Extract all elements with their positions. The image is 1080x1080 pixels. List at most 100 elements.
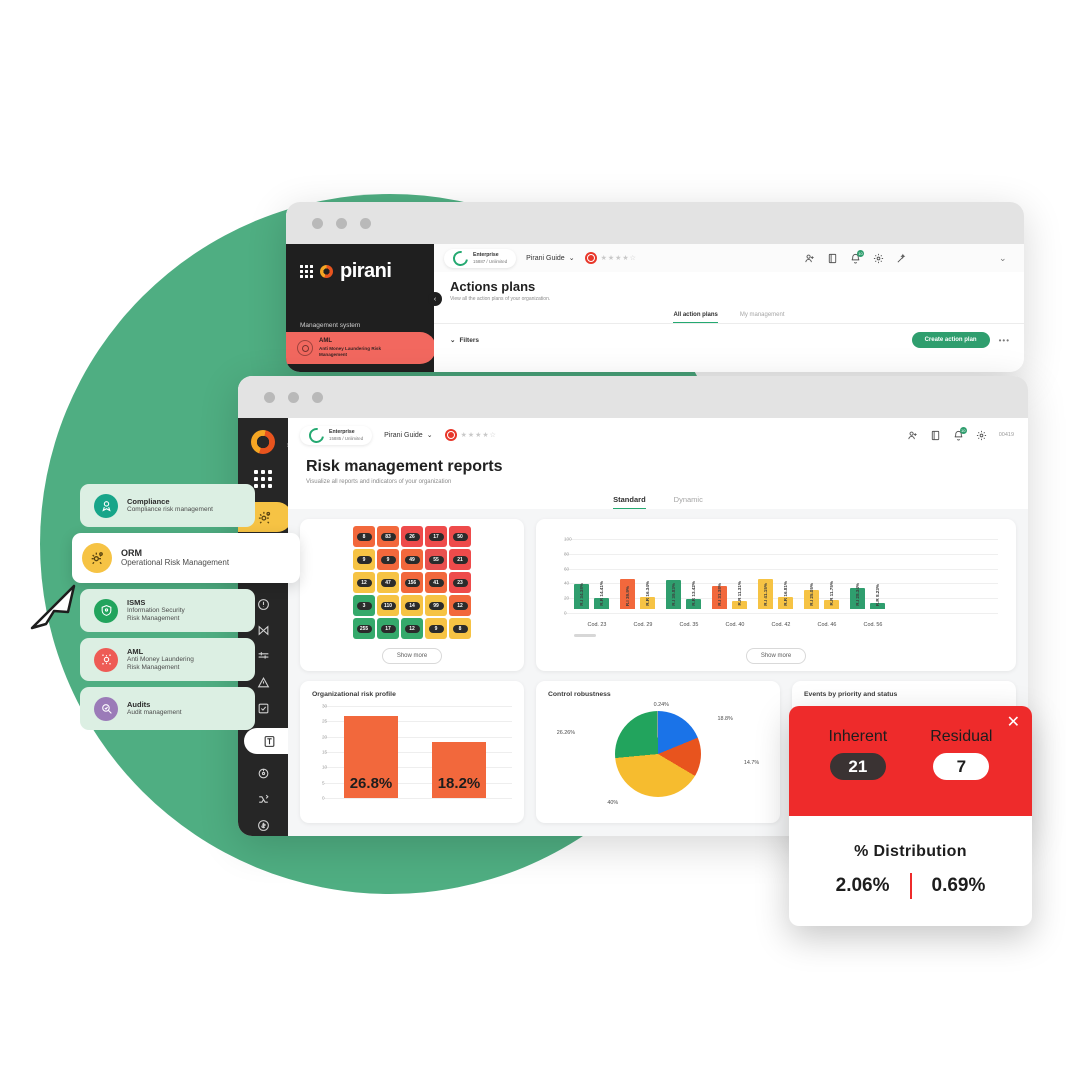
create-action-plan-button[interactable]: Create action plan <box>911 332 990 348</box>
module-card-audits[interactable]: Audits Audit management <box>80 687 255 730</box>
tab-all-action-plans[interactable]: All action plans <box>673 312 718 323</box>
bar[interactable]: R.I 39.83% <box>666 579 681 609</box>
bar-chart-plot[interactable]: R.I 34.38% R.R 14.41% R.I 39.9% R.R 16.34% R… <box>548 535 1004 609</box>
heatmap-cell[interactable]: 255 <box>353 618 375 639</box>
heatmap-cell[interactable]: 17 <box>377 618 399 639</box>
window-close-dot[interactable] <box>264 391 275 403</box>
module-card-isms[interactable]: ISMS Information Security Risk Management <box>80 589 255 632</box>
org-chart-plot[interactable]: 26.8% 18.2% <box>312 706 512 798</box>
window-minimize-dot[interactable] <box>336 217 347 229</box>
bar-group[interactable]: R.I 39.83% R.R 13.42% <box>666 579 701 609</box>
sidebar-collapse-button[interactable]: ‹ <box>428 292 442 306</box>
checkbox-icon[interactable] <box>257 702 270 715</box>
rating-widget[interactable]: ★★★★☆ <box>584 252 637 264</box>
show-more-button-bars[interactable]: Show more <box>745 648 807 664</box>
magic-wand-icon[interactable] <box>896 253 907 264</box>
heatmap-cell[interactable]: 12 <box>353 572 375 593</box>
book-icon[interactable] <box>827 253 838 264</box>
book-icon[interactable] <box>930 430 941 441</box>
bar[interactable]: R.R 11.31% <box>732 581 747 609</box>
heatmap-cell[interactable]: 23 <box>449 572 471 593</box>
show-more-button-matrix[interactable]: Show more <box>381 648 443 664</box>
bar[interactable]: R.I 25.05% <box>804 583 819 609</box>
module-card-aml[interactable]: AML Anti Money Laundering Risk Management <box>80 638 255 681</box>
heatmap-cell[interactable]: 26 <box>401 526 423 547</box>
heatmap-cell[interactable]: 12 <box>401 618 423 639</box>
enterprise-chip[interactable]: Enterprise 15885 / Unlimited <box>300 424 373 446</box>
gear-icon[interactable] <box>976 430 987 441</box>
bar[interactable]: 18.2% <box>432 742 486 798</box>
bar[interactable]: R.I 34.38% <box>574 583 589 609</box>
bar[interactable]: 26.8% <box>344 715 398 798</box>
heatmap-cell[interactable]: 41 <box>425 572 447 593</box>
bar[interactable]: R.I 28.34% <box>850 583 865 609</box>
window-maximize-dot[interactable] <box>312 391 323 403</box>
heatmap-cell[interactable]: 14 <box>401 595 423 616</box>
pirani-guide-dropdown[interactable]: Pirani Guide ⌄ <box>526 254 574 263</box>
tab-dynamic[interactable]: Dynamic <box>673 495 703 504</box>
dollar-icon[interactable] <box>257 819 270 832</box>
bar[interactable]: R.R 14.41% <box>594 581 609 609</box>
bell-icon[interactable]: 10 <box>953 426 967 441</box>
bar-group[interactable]: R.I 41.15% R.R 16.81% <box>758 578 793 609</box>
heatmap-cell[interactable]: 9 <box>425 618 447 639</box>
control-robustness-pie[interactable]: 0.24% 18.8% 14.7% 40% 26.26% <box>548 700 768 808</box>
enterprise-chip[interactable]: Enterprise 15887 / Unlimited <box>444 247 517 269</box>
heatmap-cell[interactable]: 3 <box>353 595 375 616</box>
heatmap-cell[interactable]: 99 <box>425 595 447 616</box>
filters-toggle[interactable]: ⌄ Filters <box>450 336 479 345</box>
tab-standard[interactable]: Standard <box>613 495 646 509</box>
heatmap-cell[interactable]: 50 <box>449 526 471 547</box>
add-user-icon[interactable] <box>907 430 918 441</box>
heatmap-cell[interactable]: 8 <box>353 526 375 547</box>
bar-group[interactable]: R.I 28.34% R.R 8.23% <box>850 583 885 609</box>
module-card-orm[interactable]: ORM Operational Risk Management <box>72 533 300 583</box>
risk-matrix-heatmap[interactable]: 8 83 26 17 50 9 9 49 55 21 12 47 156 41 23 3 110 14 99 12 25… <box>353 526 471 639</box>
bar-group[interactable]: R.I 34.38% R.R 14.41% <box>574 581 609 609</box>
bar-group[interactable]: R.I 25.05% R.R 11.75% <box>804 581 839 609</box>
window-close-dot[interactable] <box>312 217 323 229</box>
heatmap-cell[interactable]: 9 <box>377 549 399 570</box>
target-icon[interactable] <box>257 767 270 780</box>
pirani-donut-logo-icon[interactable] <box>238 430 288 454</box>
bar-group[interactable]: R.I 31.38% R.R 11.31% <box>712 581 747 609</box>
tab-my-management[interactable]: My management <box>739 312 785 318</box>
topbar-chevron-down-icon[interactable]: ⌄ <box>999 252 1007 263</box>
heatmap-cell[interactable]: 47 <box>377 572 399 593</box>
gear-icon[interactable] <box>873 253 884 264</box>
warning-triangle-icon[interactable] <box>257 676 270 689</box>
heatmap-cell[interactable]: 49 <box>401 549 423 570</box>
heatmap-cell[interactable]: 9 <box>353 549 375 570</box>
bar[interactable]: R.R 13.42% <box>686 581 701 609</box>
heatmap-cell[interactable]: 8 <box>449 618 471 639</box>
heatmap-cell[interactable]: 110 <box>377 595 399 616</box>
pirani-guide-dropdown[interactable]: Pirani Guide ⌄ <box>384 431 432 440</box>
filters-icon[interactable] <box>257 650 270 663</box>
bar[interactable]: R.I 31.38% <box>712 583 727 609</box>
bar[interactable]: R.R 16.81% <box>778 581 793 609</box>
apps-grid-icon[interactable] <box>300 265 313 278</box>
module-card-compliance[interactable]: Compliance Compliance risk management <box>80 484 255 527</box>
bar-group[interactable]: R.I 39.9% R.R 16.34% <box>620 579 655 609</box>
bar[interactable]: R.R 11.75% <box>824 581 839 609</box>
heatmap-cell[interactable]: 21 <box>449 549 471 570</box>
bar[interactable]: R.R 8.23% <box>870 584 885 609</box>
window-maximize-dot[interactable] <box>360 217 371 229</box>
brand-logo[interactable]: pirani <box>286 244 434 283</box>
window-minimize-dot[interactable] <box>288 391 299 403</box>
add-user-icon[interactable] <box>804 253 815 264</box>
heatmap-cell[interactable]: 83 <box>377 526 399 547</box>
heatmap-cell[interactable]: 156 <box>401 572 423 593</box>
more-options-button[interactable]: ••• <box>998 335 1010 345</box>
rating-stars[interactable]: ★★★★☆ <box>460 432 497 439</box>
rating-widget[interactable]: ★★★★☆ <box>444 429 497 441</box>
sidebar-item-aml[interactable]: AML Anti Money Laundering Risk Managemen… <box>286 332 436 364</box>
heatmap-cell[interactable]: 17 <box>425 526 447 547</box>
heatmap-cell[interactable]: 12 <box>449 595 471 616</box>
bar-chart-scrollbar[interactable] <box>574 634 596 637</box>
bowtie-icon[interactable] <box>257 624 270 637</box>
heatmap-cell[interactable]: 55 <box>425 549 447 570</box>
pie-chart[interactable] <box>615 711 701 797</box>
alert-circle-icon[interactable] <box>257 598 270 611</box>
bar[interactable]: R.I 39.9% <box>620 579 635 609</box>
